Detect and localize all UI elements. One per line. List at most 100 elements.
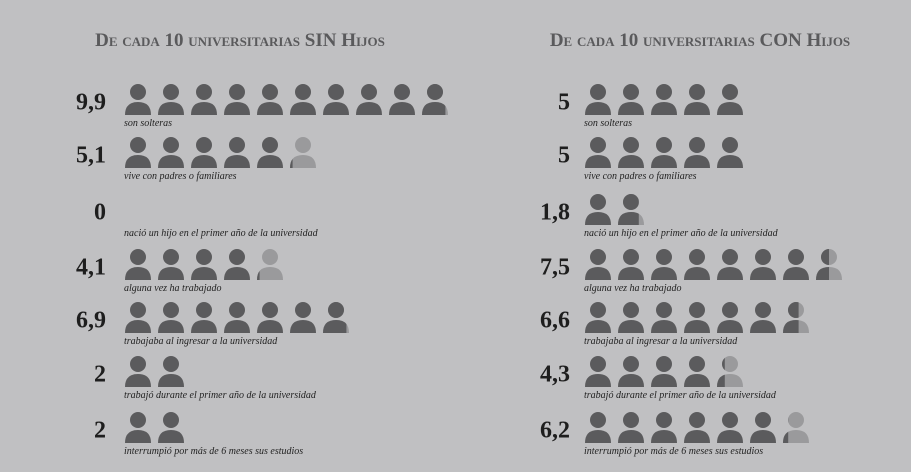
person-icon [323,302,349,333]
head [656,137,672,153]
person-icon [290,137,316,168]
head [656,84,672,100]
head [656,249,672,265]
head [689,249,705,265]
shoulders [224,267,250,280]
shoulders [125,430,151,443]
shoulders [816,267,829,280]
value-label: 6,9 [76,308,106,334]
shoulders [125,102,151,115]
shoulders [783,430,809,443]
person-icon [651,356,677,387]
shoulders [191,320,217,333]
head [130,249,146,265]
shoulders [257,267,283,280]
shoulders [224,102,250,115]
person-fraction [290,159,293,168]
head [722,412,738,428]
person-icon [224,302,250,333]
person-icon [651,137,677,168]
head [590,84,606,100]
head [590,137,606,153]
caption: nació un hijo en el primer año de la uni… [584,228,779,239]
shoulders [290,159,293,168]
value-label: 1,8 [540,200,570,226]
person-fraction [618,194,639,225]
person-icon [191,249,217,280]
head [163,302,179,318]
value-label: 5 [558,90,570,116]
head [689,137,705,153]
shoulders [750,430,776,443]
shoulders [585,267,611,280]
head [229,84,245,100]
value-label: 0 [94,200,106,226]
shoulders [750,267,776,280]
person-icon [125,412,151,443]
head [722,357,725,371]
head [788,302,799,318]
person-icon [684,356,710,387]
head [623,249,639,265]
caption: trabajaba al ingresar a la universidad [124,336,278,347]
head [623,84,639,100]
shoulders [125,374,151,387]
value-label: 4,1 [76,255,106,281]
shoulders [651,374,677,387]
shoulders [585,102,611,115]
person-icon [618,412,644,443]
shoulders [257,155,283,168]
person-icon [618,84,644,115]
person-icon [158,356,184,387]
shoulders [651,320,677,333]
head [755,412,771,428]
person-icon [323,84,349,115]
shoulders [585,212,611,225]
shoulders [618,212,639,225]
head [821,249,829,265]
shoulders [158,155,184,168]
shoulders [783,320,799,333]
person-icon [684,84,710,115]
head [262,137,278,153]
shoulders [783,267,809,280]
head [196,84,212,100]
shoulders [224,155,250,168]
shoulders [618,102,644,115]
shoulders [651,430,677,443]
head [623,137,639,153]
caption: trabajaba al ingresar a la universidad [584,336,738,347]
shoulders [158,374,184,387]
person-icon [191,84,217,115]
shoulders [125,320,151,333]
head [590,302,606,318]
person-icon [585,412,611,443]
caption: son solteras [584,118,632,129]
head [328,84,344,100]
person-icon [257,302,283,333]
caption: vive con padres o familiares [584,171,697,182]
person-icon [224,137,250,168]
person-icon [717,137,743,168]
person-icon [125,356,151,387]
person-icon [717,412,743,443]
head [656,356,672,372]
head [689,412,705,428]
head [623,356,639,372]
caption: trabajó durante el primer año de la univ… [584,390,777,401]
head [130,356,146,372]
chart-title: De cada 10 universitarias SIN Hijos [95,30,385,51]
person-icon [585,137,611,168]
person-icon [717,302,743,333]
head [295,302,311,318]
person-icon [651,84,677,115]
person-icon [618,249,644,280]
person-fraction [717,357,725,387]
head [590,356,606,372]
person-icon [618,137,644,168]
person-icon [651,412,677,443]
head [590,412,606,428]
shoulders [783,431,789,443]
